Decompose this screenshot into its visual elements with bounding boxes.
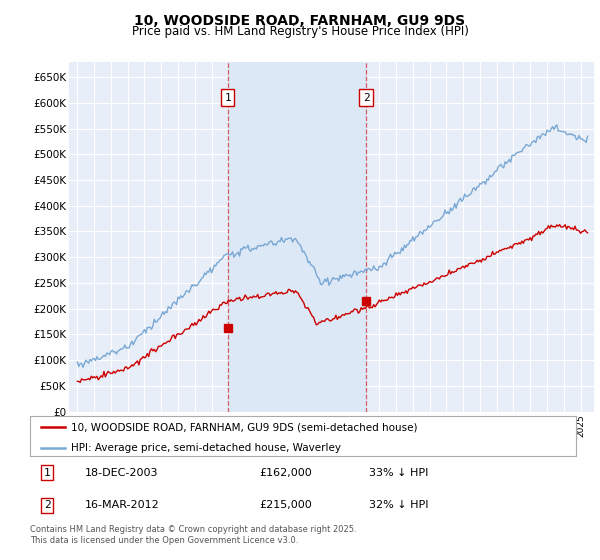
Text: £215,000: £215,000 xyxy=(259,500,312,510)
Bar xyxy=(227,62,366,412)
Text: 33% ↓ HPI: 33% ↓ HPI xyxy=(368,468,428,478)
Text: £162,000: £162,000 xyxy=(259,468,312,478)
Text: 2: 2 xyxy=(362,92,370,102)
Text: Price paid vs. HM Land Registry's House Price Index (HPI): Price paid vs. HM Land Registry's House … xyxy=(131,25,469,38)
Text: HPI: Average price, semi-detached house, Waverley: HPI: Average price, semi-detached house,… xyxy=(71,442,341,452)
Text: 10, WOODSIDE ROAD, FARNHAM, GU9 9DS (semi-detached house): 10, WOODSIDE ROAD, FARNHAM, GU9 9DS (sem… xyxy=(71,422,418,432)
Text: 18-DEC-2003: 18-DEC-2003 xyxy=(85,468,158,478)
Text: 1: 1 xyxy=(44,468,50,478)
Text: 1: 1 xyxy=(224,92,231,102)
Text: Contains HM Land Registry data © Crown copyright and database right 2025.
This d: Contains HM Land Registry data © Crown c… xyxy=(30,525,356,545)
Text: 10, WOODSIDE ROAD, FARNHAM, GU9 9DS: 10, WOODSIDE ROAD, FARNHAM, GU9 9DS xyxy=(134,14,466,28)
Text: 32% ↓ HPI: 32% ↓ HPI xyxy=(368,500,428,510)
Text: 2: 2 xyxy=(44,500,50,510)
Text: 16-MAR-2012: 16-MAR-2012 xyxy=(85,500,160,510)
